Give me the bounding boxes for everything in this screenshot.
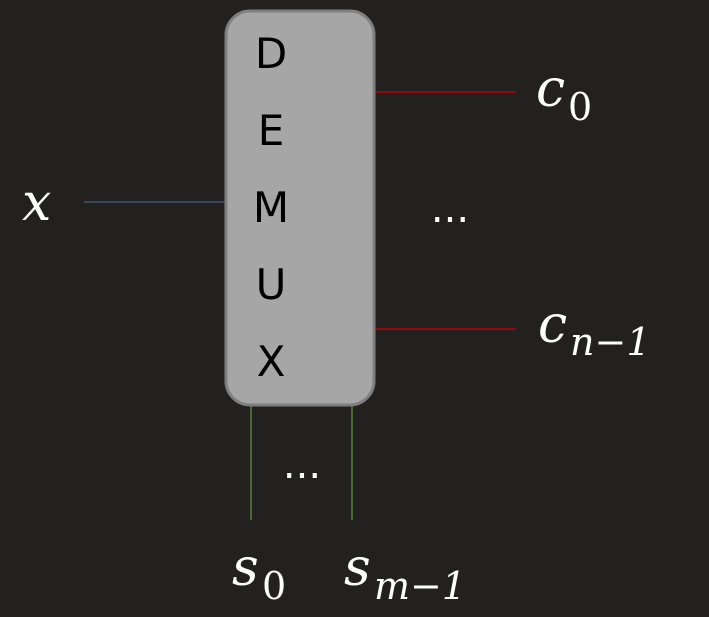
output-ellipsis: ... [431, 186, 469, 232]
select-ellipsis: ... [283, 442, 321, 488]
output-label-last-var: c [538, 295, 567, 355]
select-label-last-var: s [344, 538, 371, 598]
block-letter-x: X [257, 337, 286, 386]
output-label-last-sub-text: n−1 [570, 320, 651, 364]
output-label-first-var: c [536, 59, 565, 119]
block-letter-d: D [255, 29, 287, 78]
block-letter-e: E [258, 106, 285, 155]
block-letter-u: U [256, 260, 287, 309]
select-label-first-var: s [232, 538, 259, 598]
select-label-first-sub: 0 [262, 564, 286, 608]
output-label-first-sub: 0 [568, 85, 592, 129]
select-label-last-sub-text: m−1 [374, 564, 466, 608]
demux-block [224, 9, 376, 407]
output-label-last-sub: n−1 [570, 320, 651, 364]
select-label-last-sub: m−1 [374, 564, 466, 608]
block-letter-m: M [253, 183, 289, 232]
input-label-x: x [22, 173, 51, 233]
